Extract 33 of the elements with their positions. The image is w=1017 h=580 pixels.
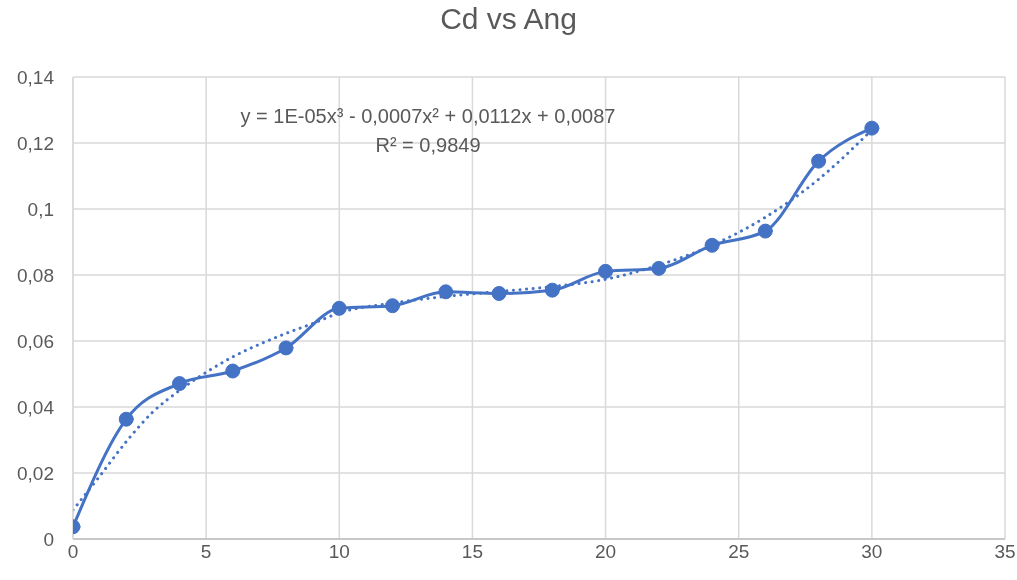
y-tick-label: 0,04 [17, 396, 55, 418]
point [385, 298, 401, 314]
x-tick-label: 20 [595, 541, 617, 563]
x-tick-label: 15 [461, 541, 483, 563]
point [651, 260, 667, 276]
point [438, 284, 454, 300]
x-tick-label: 25 [728, 541, 750, 563]
y-tick-label: 0,02 [17, 462, 54, 484]
x-tick-label: 35 [994, 541, 1016, 563]
x-tick-label: 10 [328, 541, 350, 563]
point [331, 300, 347, 316]
chart-title: Cd vs Ang [439, 2, 578, 36]
y-tick-label: 0,12 [17, 132, 54, 154]
point [278, 340, 294, 356]
y-tick-label: 0,06 [17, 330, 54, 352]
y-tick-label: 0,1 [27, 198, 54, 220]
point [172, 376, 188, 392]
x-tick-label: 0 [67, 541, 79, 563]
y-tick-label: 0,08 [17, 264, 54, 286]
annotation: y = 1E-05x³ - 0,0007x² + 0,0112x + 0,0087 [239, 105, 617, 128]
point [811, 153, 827, 169]
point [864, 120, 880, 136]
y-tick-label: 0,14 [17, 66, 55, 88]
point [118, 411, 134, 427]
point [704, 237, 720, 253]
point [225, 363, 241, 379]
x-tick-label: 30 [861, 541, 883, 563]
annotation: R² = 0,9849 [374, 134, 482, 157]
x-tick-label: 5 [200, 541, 212, 563]
point [598, 263, 614, 279]
point [757, 223, 773, 239]
point [544, 282, 560, 298]
point [491, 285, 507, 301]
